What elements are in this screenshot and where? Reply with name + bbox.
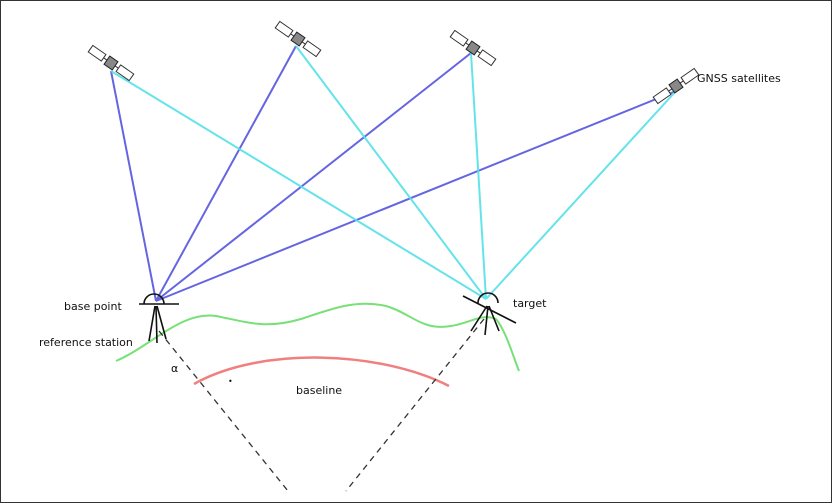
satellite-icon [652,67,700,105]
satellite-icon [449,29,497,67]
satellite-icon [87,44,135,82]
ray-base-sat4 [155,90,677,302]
dashed-line-target [345,318,485,492]
ray-base-sat3 [155,52,472,302]
ray-target-sat2 [295,45,487,300]
reference-station [139,293,179,344]
target-station [462,292,517,336]
target-label: target [513,297,547,310]
satellites-label: GNSS satellites [697,72,781,85]
antenna-dome-icon [143,293,165,305]
antenna-plate [462,295,517,324]
ray-target-sat3 [470,52,487,300]
base-rays [110,45,677,302]
baseline-label: baseline [296,384,342,397]
ray-target-sat1 [110,70,487,300]
ray-target-sat4 [485,90,677,300]
alpha-label: α [171,362,178,375]
dot-label: • [228,377,233,386]
base-point-label: base point [64,300,122,313]
target-rays [110,45,677,300]
satellite-icon [274,20,322,58]
dashed-line-base [158,330,289,492]
earth-center-lines [158,318,485,492]
antenna-dome-icon [477,292,499,304]
ray-base-sat1 [110,70,157,302]
baseline-arc [193,356,450,388]
ray-base-sat2 [155,45,297,302]
reference-station-label: reference station [39,336,133,349]
terrain-curve [115,302,520,372]
